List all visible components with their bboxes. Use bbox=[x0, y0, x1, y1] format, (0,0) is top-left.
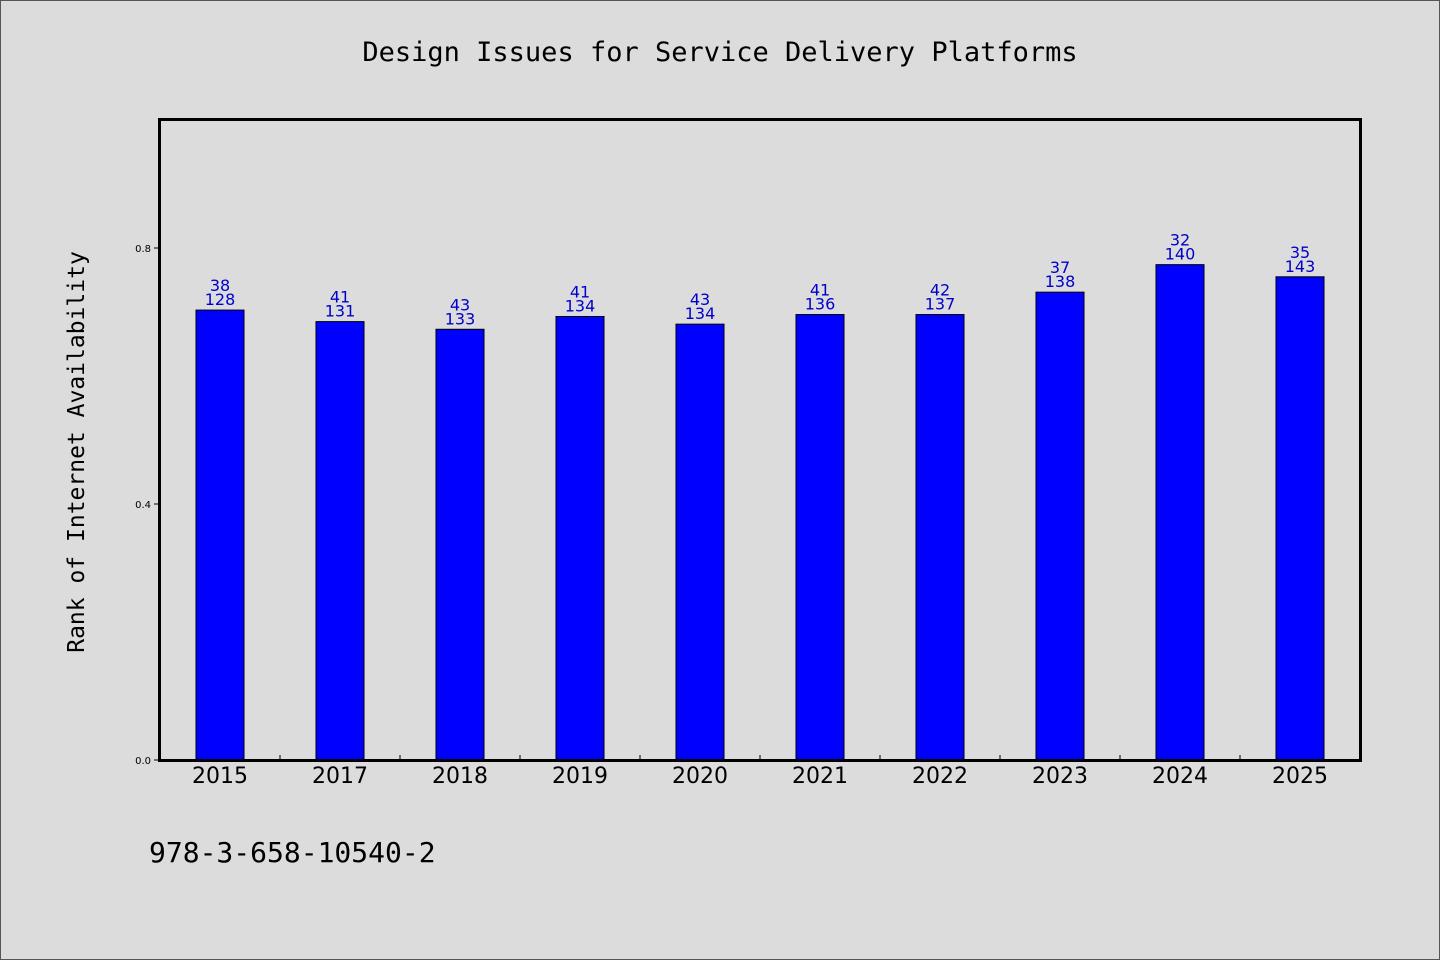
data-label-bottom: 131 bbox=[325, 302, 356, 321]
data-label-bottom: 136 bbox=[805, 295, 836, 314]
data-label-bottom: 128 bbox=[205, 290, 236, 309]
data-label-top: 41 bbox=[810, 281, 830, 300]
bar-2025 bbox=[1275, 276, 1325, 761]
bar-2019 bbox=[555, 315, 605, 761]
x-tick-label: 2018 bbox=[432, 764, 488, 789]
y-axis-label: Rank of Internet Availability bbox=[64, 251, 90, 653]
isbn-label: 978-3-658-10540-2 bbox=[149, 836, 436, 869]
x-tick-label: 2024 bbox=[1152, 764, 1208, 789]
bars bbox=[195, 264, 1325, 761]
data-label-bottom: 137 bbox=[925, 295, 956, 314]
data-label-bottom: 133 bbox=[445, 309, 476, 328]
bar-2020 bbox=[675, 323, 725, 761]
x-tick-label: 2019 bbox=[552, 764, 608, 789]
data-label-top: 38 bbox=[210, 276, 230, 295]
bar-2021 bbox=[795, 314, 845, 761]
x-tick-label: 2025 bbox=[1272, 764, 1328, 789]
bar-2017 bbox=[315, 321, 365, 761]
data-label-bottom: 143 bbox=[1285, 257, 1316, 276]
data-label-top: 37 bbox=[1050, 258, 1070, 277]
data-label-bottom: 140 bbox=[1165, 245, 1196, 264]
bar-2018 bbox=[435, 328, 485, 761]
plot-area-border bbox=[158, 118, 1362, 762]
x-tick-label: 2015 bbox=[192, 764, 248, 789]
data-label-bottom: 138 bbox=[1045, 272, 1076, 291]
y-tick-label: 0.0 bbox=[135, 756, 151, 767]
data-label-top: 41 bbox=[330, 288, 350, 307]
data-label-top: 32 bbox=[1170, 231, 1190, 250]
axes: 0.0 0.4 0.8 2015 2017 2018 2019 2020 2021 2022 202… bbox=[135, 244, 1328, 789]
data-label-top: 42 bbox=[930, 281, 950, 300]
x-tick-label: 2023 bbox=[1032, 764, 1088, 789]
chart-title: Design Issues for Service Delivery Platf… bbox=[362, 37, 1077, 68]
y-tick-label: 0.8 bbox=[135, 244, 151, 255]
bar-2023 bbox=[1035, 291, 1085, 761]
data-label-top: 43 bbox=[690, 290, 710, 309]
data-label-top: 43 bbox=[450, 295, 470, 314]
x-tick-label: 2021 bbox=[792, 764, 848, 789]
bar-2015 bbox=[195, 309, 245, 761]
x-tick-label: 2017 bbox=[312, 764, 368, 789]
data-label-top: 41 bbox=[570, 282, 590, 301]
x-tick-label: 2022 bbox=[912, 764, 968, 789]
data-label-bottom: 134 bbox=[685, 304, 716, 323]
y-tick-label: 0.4 bbox=[135, 500, 151, 511]
x-tick-label: 2020 bbox=[672, 764, 728, 789]
data-label-top: 35 bbox=[1290, 243, 1310, 262]
bar-2022 bbox=[915, 314, 965, 761]
data-label-bottom: 134 bbox=[565, 296, 596, 315]
bar-2024 bbox=[1155, 264, 1205, 761]
